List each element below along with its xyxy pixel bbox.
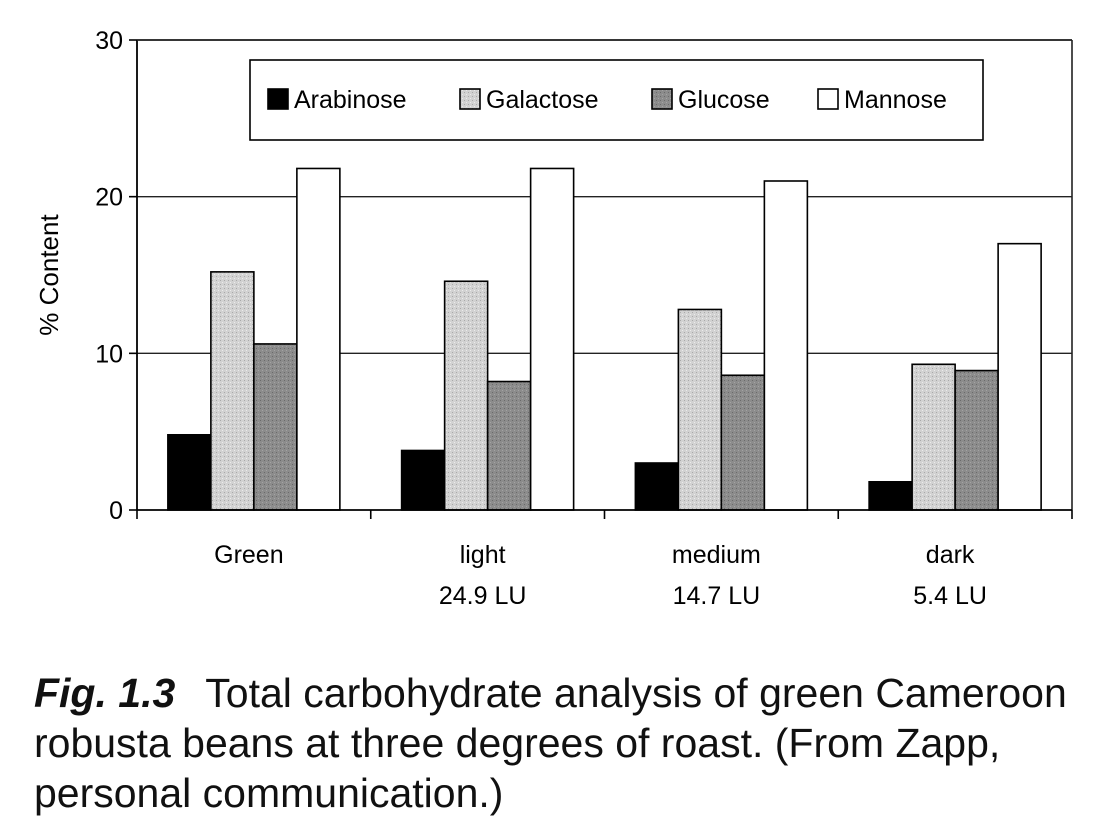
bar-arabinose-green [167,433,212,511]
bar-mannose-dark [997,242,1042,511]
bar-chart: 0 10 20 30 Green light 24.9 LU medium 14.7 LU dar… [34,27,1073,610]
bar-arabinose-light [400,449,446,511]
legend: Arabinose Galactose Glucose Mannose [249,59,984,141]
legend-label-mannose: Mannose [844,86,947,114]
x-tick-sublabel: 5.4 LU [913,582,987,610]
bar-galactose-medium [677,308,723,511]
legend-label-glucose: Glucose [678,86,770,114]
bar-arabinose-medium [634,462,680,511]
bar-galactose-dark [911,363,956,511]
y-tick-label: 10 [95,340,123,368]
legend-label-arabinose: Arabinose [294,86,407,114]
bar-galactose-light [443,280,489,511]
bar-glucose-medium [720,374,766,511]
y-tick-label: 30 [95,27,123,55]
bars [167,167,1042,511]
x-tick-label: Green [214,541,283,569]
bar-glucose-light [486,380,532,511]
x-tick-sublabel: 14.7 LU [673,582,761,610]
x-tick-label: light [460,541,506,569]
legend-swatch-galactose [459,88,481,110]
legend-label-galactose: Galactose [486,86,599,114]
bar-glucose-dark [954,369,999,511]
bar-arabinose-dark [868,480,913,511]
legend-box [249,59,984,141]
bar-mannose-green [296,167,341,511]
y-tick-label: 0 [109,497,123,525]
axes [136,39,1073,519]
y-tick-label: 20 [95,184,123,212]
legend-swatch-arabinose [267,88,289,110]
figure-label: Fig. 1.3 [34,670,176,716]
x-tick-sublabel: 24.9 LU [439,582,527,610]
bar-glucose-green [253,343,298,511]
caption-text: Total carbohydrate analysis of green Cam… [34,670,1067,816]
x-tick-label: dark [926,541,975,569]
bar-mannose-medium [763,180,809,511]
bar-mannose-light [529,167,575,511]
legend-swatch-mannose [817,88,839,110]
bar-galactose-green [210,271,255,511]
tick-labels: 0 10 20 30 Green light 24.9 LU medium 14.7 LU dar… [95,27,987,610]
legend-swatch-glucose [651,88,673,110]
figure-caption: Fig. 1.3 Total carbohydrate analysis of g… [34,668,1074,818]
x-tick-label: medium [672,541,761,569]
y-axis-label: % Content [34,214,64,336]
